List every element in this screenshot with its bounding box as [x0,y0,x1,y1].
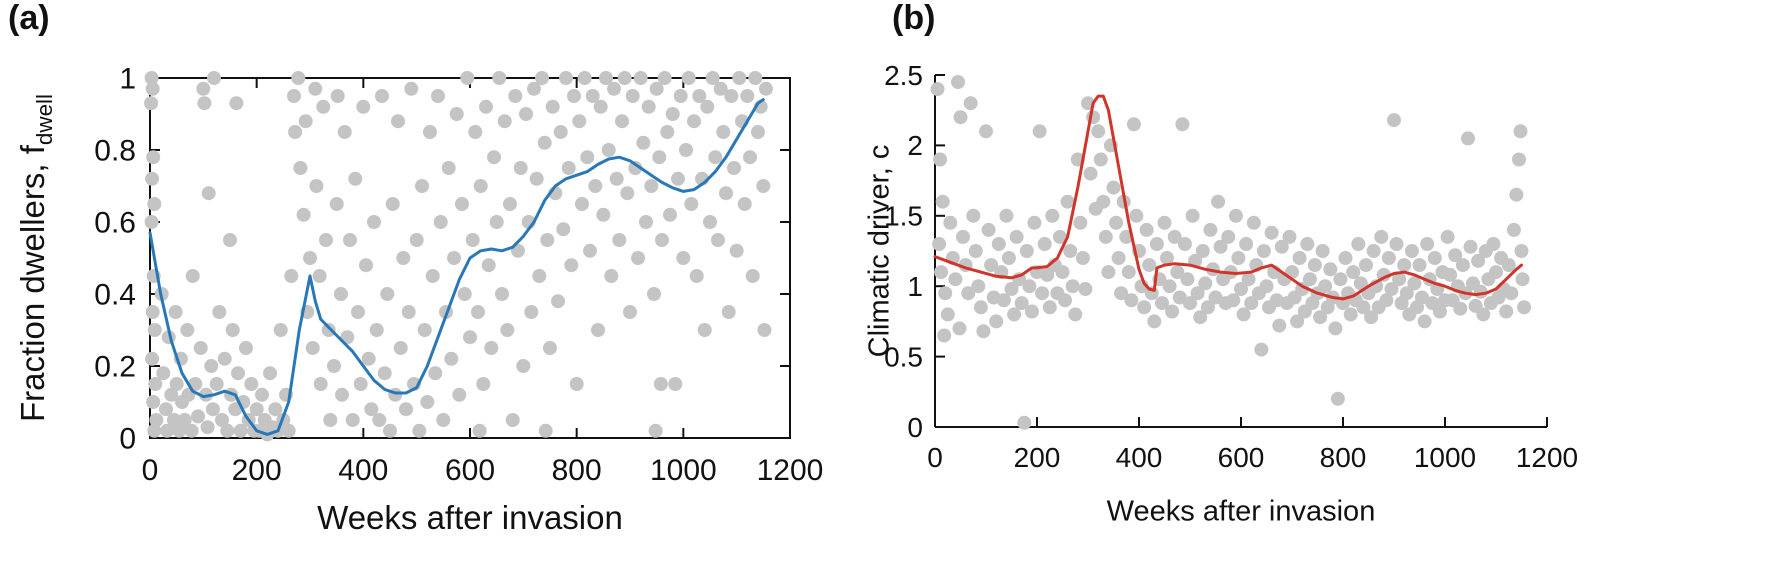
panel-a: 0 200 400 600 800 1000 1200 0 0.2 0.4 0.6 0.8 1 (a) … [0,0,860,582]
svg-text:1.5: 1.5 [884,201,923,232]
svg-text:0: 0 [142,454,159,487]
y-axis-label-fraction-dwellers: Fraction dwellers, fdwell [14,94,58,422]
svg-text:1000: 1000 [1414,442,1476,473]
svg-text:2.5: 2.5 [884,60,923,91]
svg-text:0: 0 [927,442,943,473]
svg-text:800: 800 [552,454,602,487]
y-axis-label-climatic-driver: Climatic driver, c [863,144,896,358]
svg-text:2: 2 [907,130,923,161]
x-axis-label-weeks-a: Weeks after invasion [317,499,623,536]
svg-text:200: 200 [232,454,282,487]
svg-text:0: 0 [119,423,136,456]
svg-text:1200: 1200 [1516,442,1578,473]
scatter-chart-climatic-driver: 0 200 400 600 800 1000 1200 0 0.5 1 1.5 2 2.5 [884,60,1578,473]
panel-a-label: (a) [8,0,50,37]
svg-text:600: 600 [445,454,495,487]
svg-text:0.8: 0.8 [94,135,136,168]
svg-text:0: 0 [907,412,923,443]
svg-text:0.4: 0.4 [94,279,136,312]
y-axis-label-subscript: dwell [31,93,57,146]
x-axis-label-weeks-b: Weeks after invasion [1106,495,1376,528]
svg-text:1: 1 [907,271,923,302]
svg-text:200: 200 [1014,442,1061,473]
svg-text:0.2: 0.2 [94,351,136,384]
svg-text:600: 600 [1218,442,1265,473]
svg-text:1: 1 [119,63,136,96]
svg-text:800: 800 [1320,442,1367,473]
panel-b: 0 200 400 600 800 1000 1200 0 0.5 1 1.5 2 2.5 (b) Cl… [860,0,1773,582]
svg-text:1200: 1200 [757,454,824,487]
panel-b-label: (b) [892,0,936,37]
svg-text:400: 400 [338,454,388,487]
svg-text:0.6: 0.6 [94,207,136,240]
svg-text:400: 400 [1116,442,1163,473]
y-axis-label-text: Fraction dwellers, f [14,145,52,423]
scatter-chart-fraction-dwellers: 0 200 400 600 800 1000 1200 0 0.2 0.4 0.6 0.8 1 [94,63,824,488]
svg-text:1000: 1000 [650,454,717,487]
svg-text:0.5: 0.5 [884,341,923,372]
